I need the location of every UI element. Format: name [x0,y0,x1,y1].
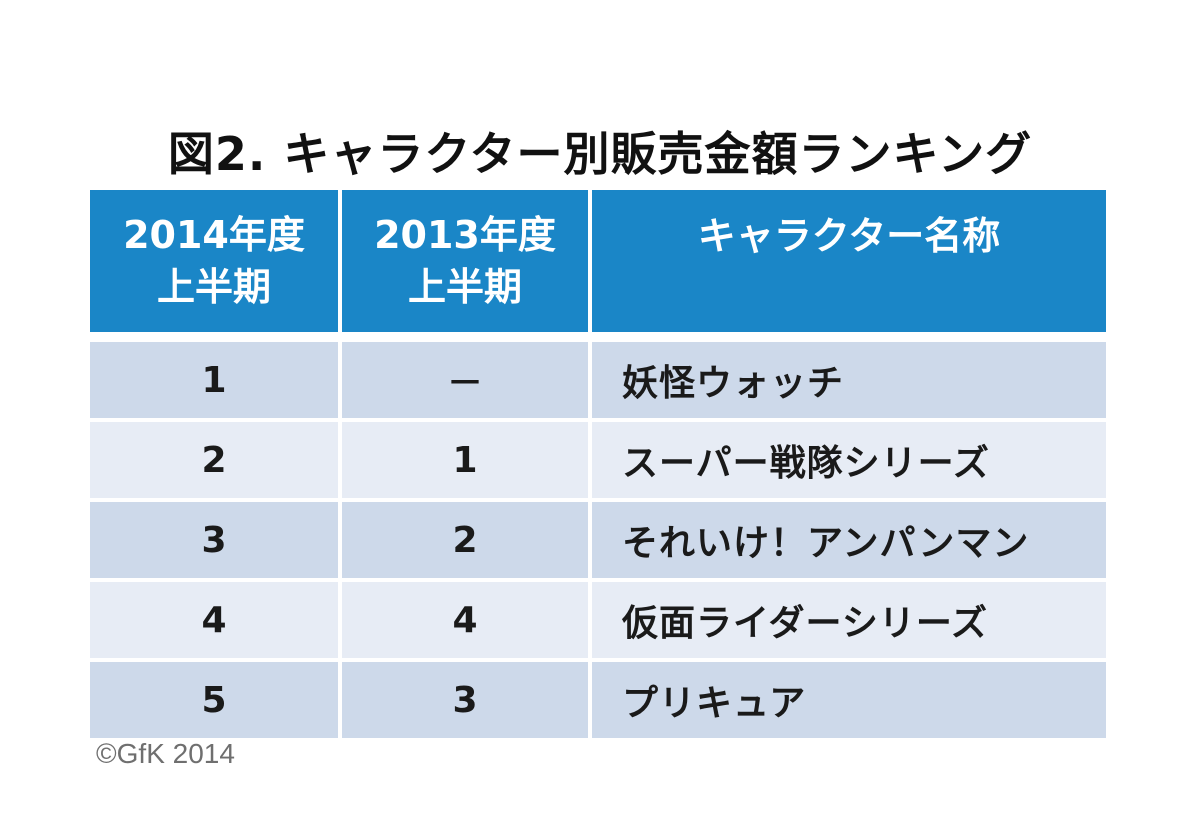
table-row: 2 1 スーパー戦隊シリーズ [90,420,1106,502]
header-line: 2014年度 [123,213,305,257]
rank-2013-cell: － [340,337,592,422]
figure-title: 図2. キャラクター別販売金額ランキング [167,127,1033,181]
header-2013-first-half: 2013年度 上半期 [340,190,592,342]
header-line: 上半期 [156,265,271,309]
character-name-cell: 妖怪ウォッチ [590,337,1106,422]
rank-2013-cell: 1 [340,420,592,502]
table-header-row: 2014年度 上半期 2013年度 上半期 キャラクター名称 [90,190,1106,342]
table-row: 4 4 仮面ライダーシリーズ [90,580,1106,662]
table-row: 1 － 妖怪ウォッチ [90,337,1106,422]
rank-2013-cell: 2 [340,500,592,582]
rank-2014-cell: 5 [90,660,342,742]
rank-2014-cell: 1 [90,337,342,422]
character-name-cell: それいけ！アンパンマン [590,500,1106,582]
copyright-notice: ©GfK 2014 [96,738,235,769]
rank-2014-cell: 2 [90,420,342,502]
character-name-cell: 仮面ライダーシリーズ [590,580,1106,662]
header-line: キャラクター名称 [697,214,1001,258]
rank-2014-cell: 3 [90,500,342,582]
rank-2013-cell: 4 [340,580,592,662]
table-row: 3 2 それいけ！アンパンマン [90,500,1106,582]
character-name-cell: プリキュア [590,660,1106,742]
character-name-cell: スーパー戦隊シリーズ [590,420,1106,502]
ranking-table: 2014年度 上半期 2013年度 上半期 キャラクター名称 1 － 妖怪ウォッ… [90,190,1106,742]
header-line: 上半期 [407,265,522,309]
header-line: 2013年度 [374,213,556,257]
rank-2013-cell: 3 [340,660,592,742]
table-row: 5 3 プリキュア [90,660,1106,742]
header-2014-first-half: 2014年度 上半期 [90,190,342,342]
header-character-name: キャラクター名称 [590,190,1106,342]
rank-2014-cell: 4 [90,580,342,662]
